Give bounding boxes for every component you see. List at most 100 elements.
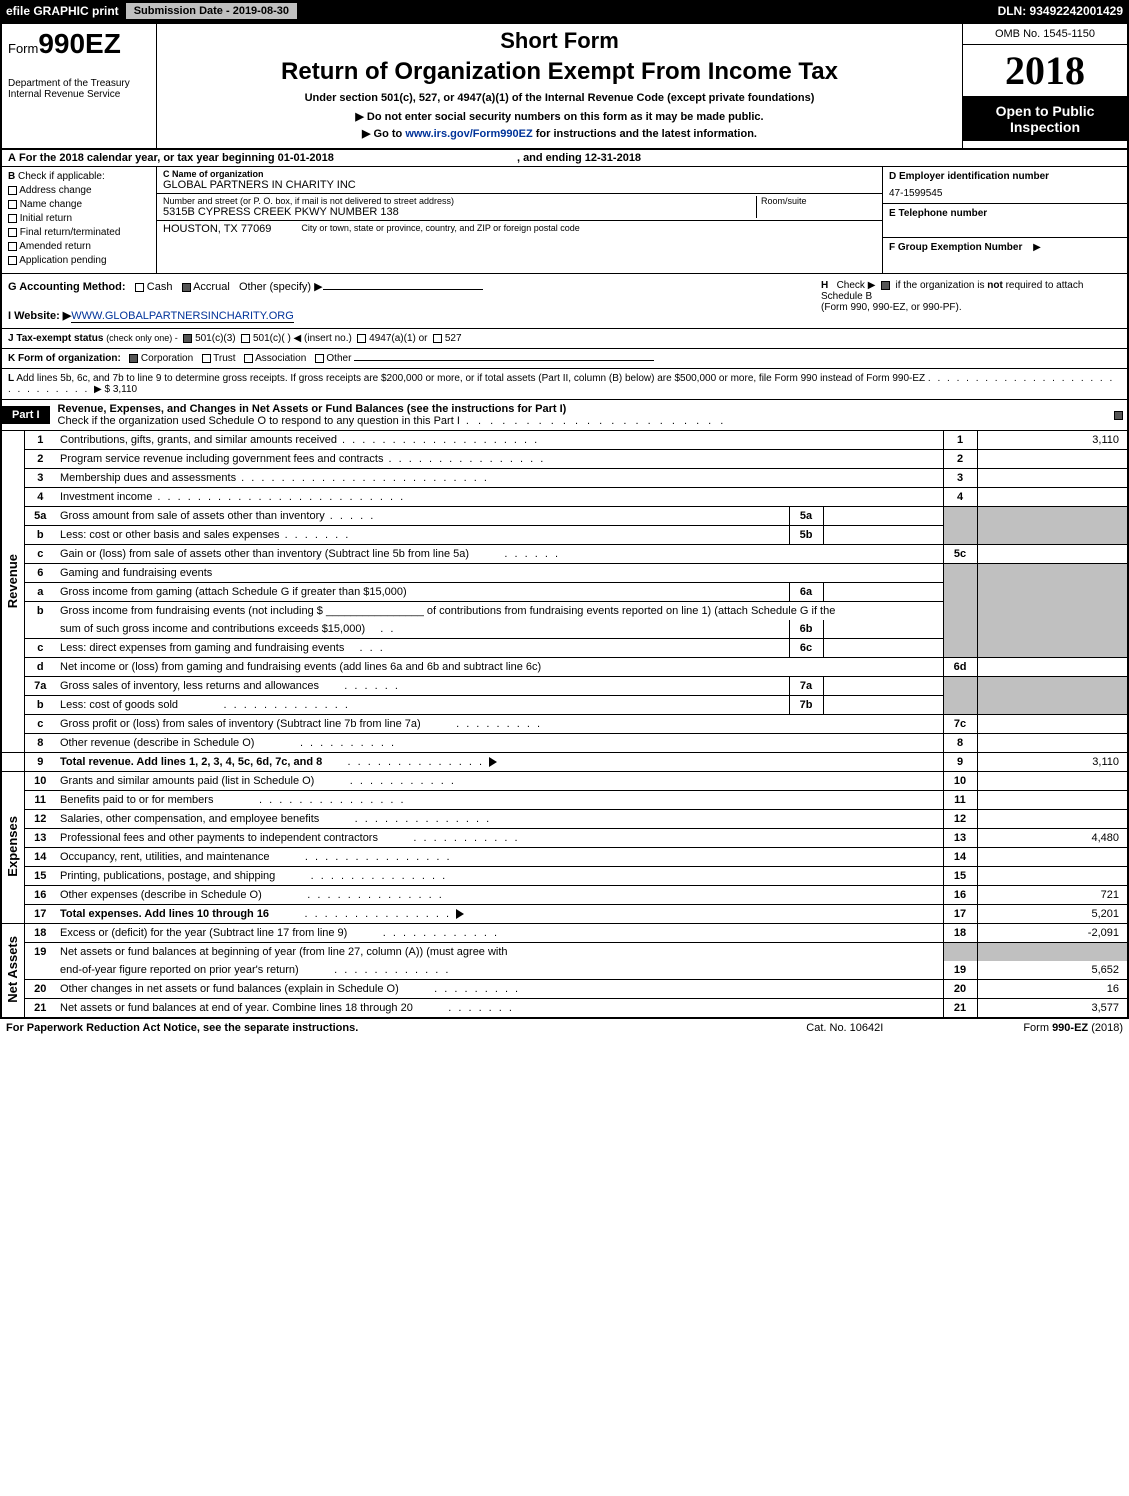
website-row: I Website: ▶WWW.GLOBALPARTNERSINCHARITY.… <box>8 309 821 322</box>
chk-schedule-b[interactable] <box>881 281 890 290</box>
part1-label: Part I <box>2 406 50 424</box>
b-mid: C Name of organization GLOBAL PARTNERS I… <box>157 167 882 273</box>
val-5c <box>977 545 1127 564</box>
line-14: 14 Occupancy, rent, utilities, and maint… <box>2 848 1127 867</box>
gh-left: G Accounting Method: Cash Accrual Other … <box>8 280 821 322</box>
val-1: 3,110 <box>977 431 1127 450</box>
open-public: Open to Public Inspection <box>963 97 1127 141</box>
row-a-text1: For the 2018 calendar year, or tax year … <box>19 152 334 164</box>
tax-year: 2018 <box>963 45 1127 97</box>
line-18: Net Assets 18 Excess or (deficit) for th… <box>2 924 1127 943</box>
subtitle-1: Under section 501(c), 527, or 4947(a)(1)… <box>165 92 954 104</box>
val-8 <box>977 734 1127 753</box>
arrow-icon <box>489 757 497 767</box>
form-ref: Form 990-EZ (2018) <box>1023 1022 1123 1034</box>
line-19-2: end-of-year figure reported on prior yea… <box>2 961 1127 980</box>
val-9: 3,110 <box>977 753 1127 772</box>
chk-4947[interactable] <box>357 334 366 343</box>
line-5c: c Gain or (loss) from sale of assets oth… <box>2 545 1127 564</box>
gh-row: G Accounting Method: Cash Accrual Other … <box>2 274 1127 329</box>
website-link[interactable]: WWW.GLOBALPARTNERSINCHARITY.ORG <box>71 310 293 323</box>
chk-corporation[interactable] <box>129 354 138 363</box>
subtitle-3: ▶ Go to www.irs.gov/Form990EZ for instru… <box>165 127 954 140</box>
irs-link[interactable]: www.irs.gov/Form990EZ <box>405 128 532 140</box>
row-a: A For the 2018 calendar year, or tax yea… <box>2 150 1127 167</box>
section-b: B Check if applicable: Address change Na… <box>2 167 1127 274</box>
cat-no: Cat. No. 10642I <box>806 1022 883 1034</box>
chk-other-org[interactable] <box>315 354 324 363</box>
line-7a: 7a Gross sales of inventory, less return… <box>2 677 1127 696</box>
ein-value: 47-1599545 <box>889 188 1121 199</box>
val-11 <box>977 791 1127 810</box>
line-4: 4 Investment income . . . . . . . . . . … <box>2 488 1127 507</box>
part1-table: Revenue 1 Contributions, gifts, grants, … <box>2 431 1127 1017</box>
part1-header: Part I Revenue, Expenses, and Changes in… <box>2 400 1127 431</box>
phone-row: E Telephone number <box>883 204 1127 238</box>
chk-527[interactable] <box>433 334 442 343</box>
accounting-method: G Accounting Method: Cash Accrual Other … <box>8 280 821 293</box>
line-6: 6 Gaming and fundraising events <box>2 564 1127 583</box>
part1-title: Revenue, Expenses, and Changes in Net As… <box>50 400 1109 430</box>
val-6d <box>977 658 1127 677</box>
val-14 <box>977 848 1127 867</box>
chk-initial-return[interactable]: Initial return <box>8 213 150 224</box>
line-16: 16 Other expenses (describe in Schedule … <box>2 886 1127 905</box>
header-mid: Short Form Return of Organization Exempt… <box>157 24 962 148</box>
org-name: GLOBAL PARTNERS IN CHARITY INC <box>163 179 876 191</box>
chk-cash[interactable] <box>135 283 144 292</box>
chk-trust[interactable] <box>202 354 211 363</box>
irs-label: Internal Revenue Service <box>8 89 150 100</box>
street-address: 5315B CYPRESS CREEK PKWY NUMBER 138 <box>163 206 756 218</box>
line-5a: 5a Gross amount from sale of assets othe… <box>2 507 1127 526</box>
chk-accrual[interactable] <box>182 283 191 292</box>
form-990ez: 990EZ <box>38 28 121 59</box>
chk-501c[interactable] <box>241 334 250 343</box>
val-12 <box>977 810 1127 829</box>
row-a-text2: , and ending 12-31-2018 <box>517 152 641 164</box>
val-19: 5,652 <box>977 961 1127 980</box>
val-20: 16 <box>977 980 1127 999</box>
chk-amended-return[interactable]: Amended return <box>8 241 150 252</box>
line-13: 13 Professional fees and other payments … <box>2 829 1127 848</box>
line-21: 21 Net assets or fund balances at end of… <box>2 999 1127 1018</box>
chk-name-change[interactable]: Name change <box>8 199 150 210</box>
val-13: 4,480 <box>977 829 1127 848</box>
short-form-title: Short Form <box>165 28 954 54</box>
form-header: Form990EZ Department of the Treasury Int… <box>2 24 1127 150</box>
val-16: 721 <box>977 886 1127 905</box>
ein-row: D Employer identification number 47-1599… <box>883 167 1127 204</box>
omb-number: OMB No. 1545-1150 <box>963 24 1127 45</box>
line-19-1: 19 Net assets or fund balances at beginn… <box>2 943 1127 962</box>
line-8: 8 Other revenue (describe in Schedule O)… <box>2 734 1127 753</box>
line-j: J Tax-exempt status (check only one) - 5… <box>2 329 1127 349</box>
line-11: 11 Benefits paid to or for members . . .… <box>2 791 1127 810</box>
line-l: L Add lines 5b, 6c, and 7b to line 9 to … <box>2 369 1127 400</box>
line-17: 17 Total expenses. Add lines 10 through … <box>2 905 1127 924</box>
paperwork-notice: For Paperwork Reduction Act Notice, see … <box>6 1022 806 1034</box>
val-7c <box>977 715 1127 734</box>
chk-address-change[interactable]: Address change <box>8 185 150 196</box>
chk-application-pending[interactable]: Application pending <box>8 255 150 266</box>
line-10: Expenses 10 Grants and similar amounts p… <box>2 772 1127 791</box>
form-outer: Form990EZ Department of the Treasury Int… <box>0 22 1129 1019</box>
val-10 <box>977 772 1127 791</box>
addr-row: Number and street (or P. O. box, if mail… <box>157 194 882 221</box>
val-15 <box>977 867 1127 886</box>
chk-501c3[interactable] <box>183 334 192 343</box>
chk-association[interactable] <box>244 354 253 363</box>
val-2 <box>977 450 1127 469</box>
top-bar: efile GRAPHIC print Submission Date - 20… <box>0 0 1129 22</box>
footer: For Paperwork Reduction Act Notice, see … <box>0 1019 1129 1037</box>
val-17: 5,201 <box>977 905 1127 924</box>
group-exemption-row: F Group Exemption Number ▶ <box>883 238 1127 257</box>
line-k: K Form of organization: Corporation Trus… <box>2 349 1127 369</box>
chk-final-return[interactable]: Final return/terminated <box>8 227 150 238</box>
line-3: 3 Membership dues and assessments . . . … <box>2 469 1127 488</box>
b-right: D Employer identification number 47-1599… <box>882 167 1127 273</box>
gh-right: H Check ▶ if the organization is not req… <box>821 280 1121 322</box>
header-right: OMB No. 1545-1150 2018 Open to Public In… <box>962 24 1127 148</box>
efile-label: efile GRAPHIC print <box>0 4 125 18</box>
chk-schedule-o[interactable] <box>1109 409 1127 421</box>
val-18: -2,091 <box>977 924 1127 943</box>
check-applicable: Check if applicable: <box>18 171 105 182</box>
